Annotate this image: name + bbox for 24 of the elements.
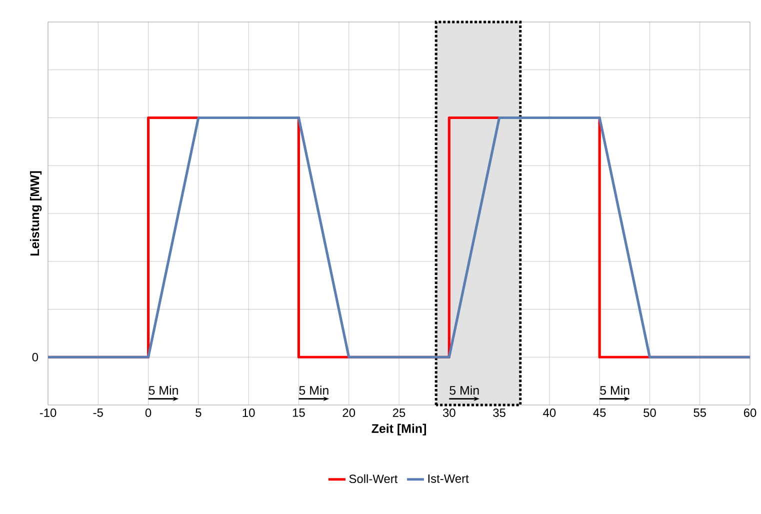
- x-tick-label: 45: [593, 408, 606, 417]
- x-tick-label: 15: [292, 408, 305, 417]
- x-axis-title: Zeit [Min]: [372, 424, 426, 436]
- x-tick-label: -5: [93, 408, 103, 417]
- text: 0: [32, 352, 38, 362]
- x-tick-label: 35: [493, 408, 506, 417]
- text: 5 Min: [450, 386, 479, 395]
- x-tick-label: 60: [744, 408, 756, 417]
- x-tick-label: 50: [644, 408, 656, 417]
- y-axis-title: Leistung [MW]: [30, 171, 42, 256]
- text: 5 Min: [299, 386, 328, 395]
- x-tick-label: 10: [242, 408, 255, 417]
- x-tick-label: 5: [196, 408, 202, 417]
- legend-label: Ist-Wert: [428, 474, 469, 483]
- x-tick-label: 20: [342, 408, 356, 417]
- text: 5 Min: [600, 386, 630, 395]
- x-tick-label: -10: [40, 408, 56, 417]
- x-tick-label: 0: [145, 408, 152, 417]
- x-tick-label: 25: [392, 408, 406, 417]
- legend-label: Soll-Wert: [349, 474, 398, 484]
- x-tick-label: 30: [442, 408, 456, 417]
- x-tick-label: 55: [694, 408, 706, 417]
- x-tick-label: 40: [543, 408, 556, 417]
- text: 5 Min: [148, 386, 178, 395]
